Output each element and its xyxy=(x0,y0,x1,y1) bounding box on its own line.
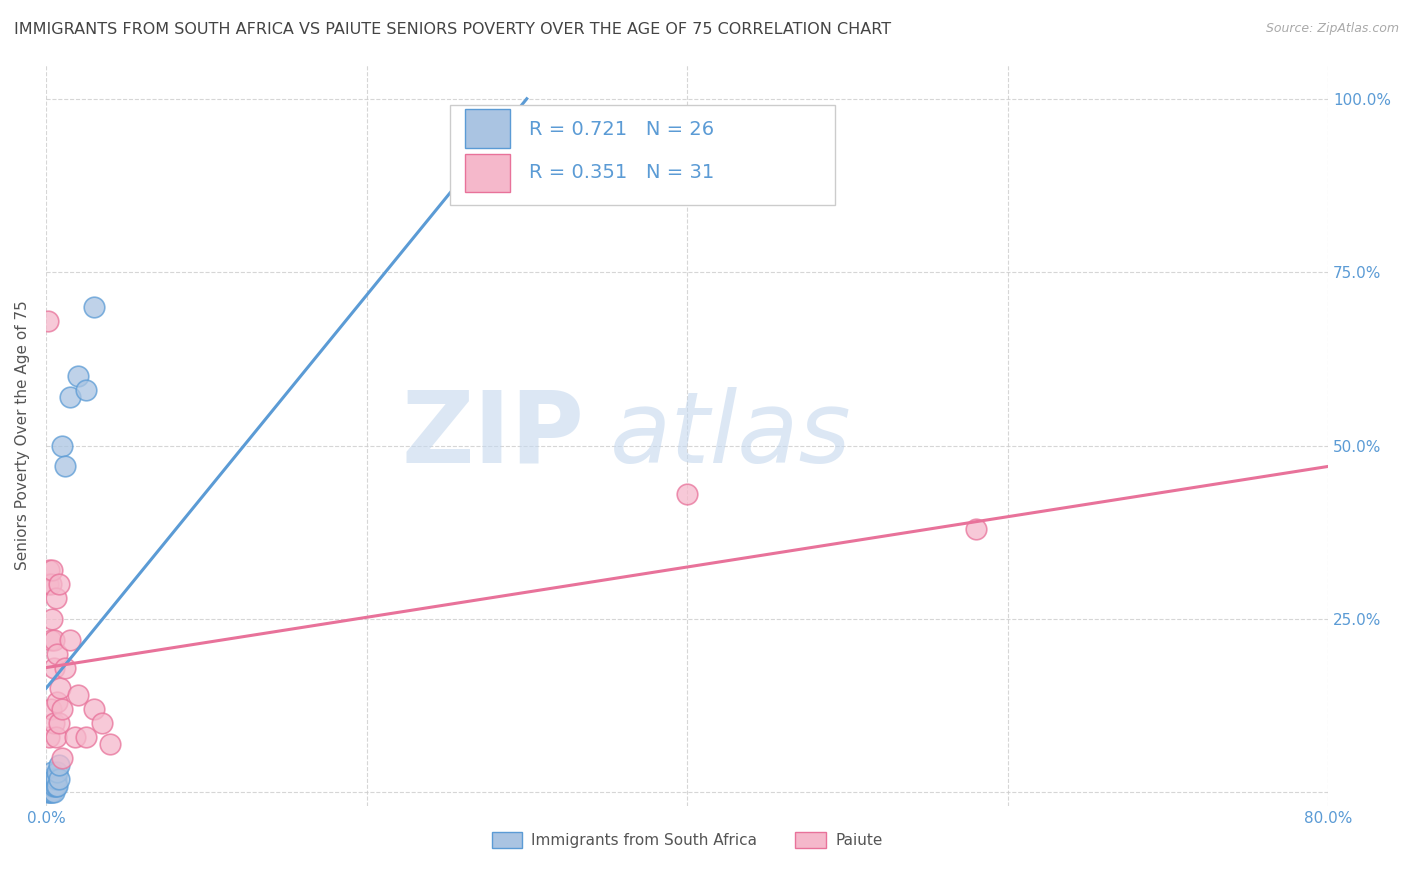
Bar xyxy=(465,154,510,193)
Text: atlas: atlas xyxy=(610,387,852,483)
Point xyxy=(46,695,69,709)
Point xyxy=(48,716,70,731)
Point xyxy=(66,369,89,384)
Point xyxy=(59,390,82,404)
Point xyxy=(37,314,59,328)
Point xyxy=(38,564,60,578)
Point xyxy=(51,702,73,716)
Point xyxy=(98,737,121,751)
Point xyxy=(38,779,60,793)
Point xyxy=(46,764,69,779)
Point xyxy=(75,383,97,397)
Point xyxy=(48,577,70,591)
Point xyxy=(83,702,105,716)
Point xyxy=(39,632,62,647)
Point xyxy=(37,577,59,591)
Text: Source: ZipAtlas.com: Source: ZipAtlas.com xyxy=(1265,22,1399,36)
Point xyxy=(41,764,63,779)
Point xyxy=(66,689,89,703)
Point xyxy=(53,459,76,474)
Point xyxy=(965,522,987,536)
Point xyxy=(42,785,65,799)
Point xyxy=(37,785,59,799)
Point xyxy=(48,757,70,772)
Point xyxy=(63,730,86,744)
Point xyxy=(38,785,60,799)
Legend: Immigrants from South Africa, Paiute: Immigrants from South Africa, Paiute xyxy=(485,826,889,855)
Point xyxy=(42,772,65,786)
Point xyxy=(91,716,114,731)
Y-axis label: Seniors Poverty Over the Age of 75: Seniors Poverty Over the Age of 75 xyxy=(15,301,30,570)
Point xyxy=(42,632,65,647)
Point xyxy=(53,660,76,674)
Point xyxy=(48,772,70,786)
Point xyxy=(45,591,67,606)
Point xyxy=(75,730,97,744)
Point xyxy=(59,632,82,647)
Point xyxy=(46,647,69,661)
Point xyxy=(42,660,65,674)
Point xyxy=(41,564,63,578)
Point xyxy=(37,779,59,793)
Point xyxy=(41,779,63,793)
Point xyxy=(38,772,60,786)
Point xyxy=(42,716,65,731)
Bar xyxy=(465,110,510,148)
Point xyxy=(676,487,699,501)
Point xyxy=(41,785,63,799)
Point xyxy=(39,779,62,793)
Point xyxy=(45,730,67,744)
Point xyxy=(39,772,62,786)
Point xyxy=(38,730,60,744)
Point xyxy=(45,772,67,786)
Point xyxy=(39,702,62,716)
Point xyxy=(39,577,62,591)
Point xyxy=(46,779,69,793)
Text: R = 0.721   N = 26: R = 0.721 N = 26 xyxy=(529,120,714,139)
Point xyxy=(51,439,73,453)
Text: IMMIGRANTS FROM SOUTH AFRICA VS PAIUTE SENIORS POVERTY OVER THE AGE OF 75 CORREL: IMMIGRANTS FROM SOUTH AFRICA VS PAIUTE S… xyxy=(14,22,891,37)
Point xyxy=(42,779,65,793)
Point xyxy=(45,779,67,793)
Text: ZIP: ZIP xyxy=(402,387,585,483)
Text: R = 0.351   N = 31: R = 0.351 N = 31 xyxy=(529,162,714,182)
Point xyxy=(51,751,73,765)
Point xyxy=(83,300,105,314)
Point xyxy=(41,612,63,626)
FancyBboxPatch shape xyxy=(450,105,835,205)
Point xyxy=(39,785,62,799)
Point xyxy=(49,681,72,696)
